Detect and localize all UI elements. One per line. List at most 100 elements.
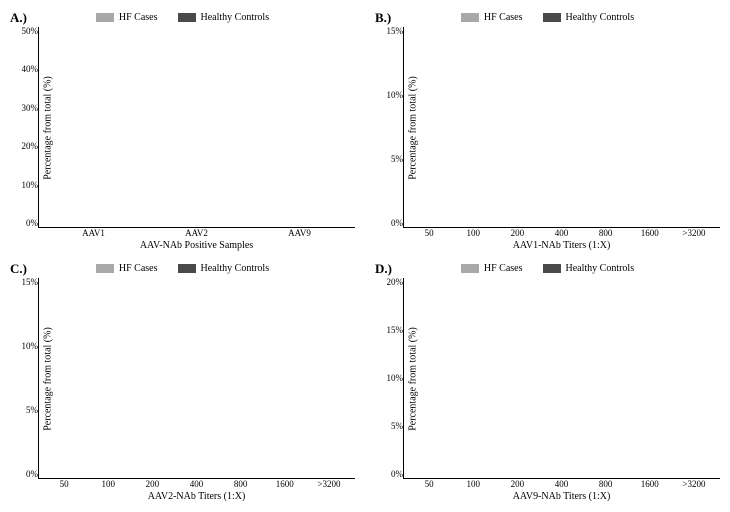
legend-hc-label: Healthy Controls xyxy=(201,263,270,274)
swatch-hc xyxy=(543,264,561,273)
x-tick-label: 200 xyxy=(495,228,539,238)
swatch-hf xyxy=(96,264,114,273)
y-axis-C: Percentage from total (%) 15%10%5%0% xyxy=(10,278,38,479)
x-tick-label: 800 xyxy=(584,228,628,238)
panel-D: D.) HF Cases Healthy Controls Percentage… xyxy=(375,261,720,502)
legend-hf-label: HF Cases xyxy=(484,263,523,274)
legend-C: HF Cases Healthy Controls xyxy=(10,263,355,274)
legend-hf: HF Cases xyxy=(96,263,158,274)
y-tick: 5% xyxy=(26,406,38,415)
x-tick-label: AAV9 xyxy=(248,228,351,238)
swatch-hf xyxy=(96,13,114,22)
legend-hc: Healthy Controls xyxy=(178,263,270,274)
x-labels-B: 501002004008001600>3200 xyxy=(403,228,720,238)
y-tick: 40% xyxy=(22,65,39,74)
panel-label-A: A.) xyxy=(10,10,27,26)
legend-hc: Healthy Controls xyxy=(178,12,270,23)
x-tick-label: 1600 xyxy=(628,479,672,489)
plot-C xyxy=(38,278,355,479)
x-tick-label: 50 xyxy=(407,479,451,489)
legend-hf: HF Cases xyxy=(96,12,158,23)
legend-hf: HF Cases xyxy=(461,12,523,23)
y-tick: 50% xyxy=(22,27,39,36)
y-tick: 5% xyxy=(391,422,403,431)
x-title-C: AAV2-NAb Titers (1:X) xyxy=(38,491,355,502)
legend-hc-label: Healthy Controls xyxy=(566,263,635,274)
x-tick-label: 50 xyxy=(42,479,86,489)
x-title-A: AAV-NAb Positive Samples xyxy=(38,240,355,251)
y-tick: 10% xyxy=(387,91,404,100)
legend-hf-label: HF Cases xyxy=(119,263,158,274)
y-tick: 15% xyxy=(22,278,39,287)
x-tick-label: >3200 xyxy=(672,479,716,489)
y-axis-A: Percentage from total (%) 50%40%30%20%10… xyxy=(10,27,38,228)
x-tick-label: 100 xyxy=(451,479,495,489)
legend-hf-label: HF Cases xyxy=(119,12,158,23)
legend-hf: HF Cases xyxy=(461,263,523,274)
y-tick: 0% xyxy=(391,470,403,479)
chart-D: Percentage from total (%) 20%15%10%5%0% xyxy=(375,278,720,479)
x-tick-label: 800 xyxy=(584,479,628,489)
y-tick: 10% xyxy=(387,374,404,383)
y-tick: 0% xyxy=(391,219,403,228)
swatch-hc xyxy=(178,13,196,22)
x-tick-label: AAV2 xyxy=(145,228,248,238)
panel-label-C: C.) xyxy=(10,261,27,277)
figure-grid: A.) HF Cases Healthy Controls Percentage… xyxy=(10,10,720,502)
x-labels-A: AAV1AAV2AAV9 xyxy=(38,228,355,238)
y-tick: 10% xyxy=(22,342,39,351)
panel-B: B.) HF Cases Healthy Controls Percentage… xyxy=(375,10,720,251)
y-tick: 30% xyxy=(22,104,39,113)
legend-hc: Healthy Controls xyxy=(543,12,635,23)
x-title-D: AAV9-NAb Titers (1:X) xyxy=(403,491,720,502)
legend-hc-label: Healthy Controls xyxy=(201,12,270,23)
y-tick: 0% xyxy=(26,470,38,479)
y-tick: 5% xyxy=(391,155,403,164)
x-tick-label: >3200 xyxy=(307,479,351,489)
legend-hf-label: HF Cases xyxy=(484,12,523,23)
y-axis-B: Percentage from total (%) 15%10%5%0% xyxy=(375,27,403,228)
plot-A xyxy=(38,27,355,228)
x-tick-label: 200 xyxy=(495,479,539,489)
x-tick-label: 50 xyxy=(407,228,451,238)
x-labels-C: 501002004008001600>3200 xyxy=(38,479,355,489)
x-tick-label: 800 xyxy=(219,479,263,489)
plot-B xyxy=(403,27,720,228)
chart-C: Percentage from total (%) 15%10%5%0% xyxy=(10,278,355,479)
x-tick-label: 100 xyxy=(86,479,130,489)
swatch-hc xyxy=(543,13,561,22)
y-tick: 20% xyxy=(22,142,39,151)
y-tick: 0% xyxy=(26,219,38,228)
panel-label-D: D.) xyxy=(375,261,392,277)
x-tick-label: >3200 xyxy=(672,228,716,238)
plot-D xyxy=(403,278,720,479)
x-title-B: AAV1-NAb Titers (1:X) xyxy=(403,240,720,251)
swatch-hc xyxy=(178,264,196,273)
x-tick-label: 100 xyxy=(451,228,495,238)
legend-hc-label: Healthy Controls xyxy=(566,12,635,23)
x-tick-label: 1600 xyxy=(628,228,672,238)
chart-B: Percentage from total (%) 15%10%5%0% xyxy=(375,27,720,228)
x-tick-label: AAV1 xyxy=(42,228,145,238)
x-labels-D: 501002004008001600>3200 xyxy=(403,479,720,489)
y-tick: 20% xyxy=(387,278,404,287)
chart-A: Percentage from total (%) 50%40%30%20%10… xyxy=(10,27,355,228)
swatch-hf xyxy=(461,264,479,273)
panel-label-B: B.) xyxy=(375,10,391,26)
x-tick-label: 400 xyxy=(539,479,583,489)
legend-hc: Healthy Controls xyxy=(543,263,635,274)
swatch-hf xyxy=(461,13,479,22)
y-tick: 15% xyxy=(387,27,404,36)
panel-C: C.) HF Cases Healthy Controls Percentage… xyxy=(10,261,355,502)
legend-A: HF Cases Healthy Controls xyxy=(10,12,355,23)
panel-A: A.) HF Cases Healthy Controls Percentage… xyxy=(10,10,355,251)
legend-B: HF Cases Healthy Controls xyxy=(375,12,720,23)
y-tick: 15% xyxy=(387,326,404,335)
x-tick-label: 1600 xyxy=(263,479,307,489)
y-tick: 10% xyxy=(22,181,39,190)
x-tick-label: 400 xyxy=(539,228,583,238)
y-axis-D: Percentage from total (%) 20%15%10%5%0% xyxy=(375,278,403,479)
x-tick-label: 200 xyxy=(130,479,174,489)
x-tick-label: 400 xyxy=(174,479,218,489)
legend-D: HF Cases Healthy Controls xyxy=(375,263,720,274)
